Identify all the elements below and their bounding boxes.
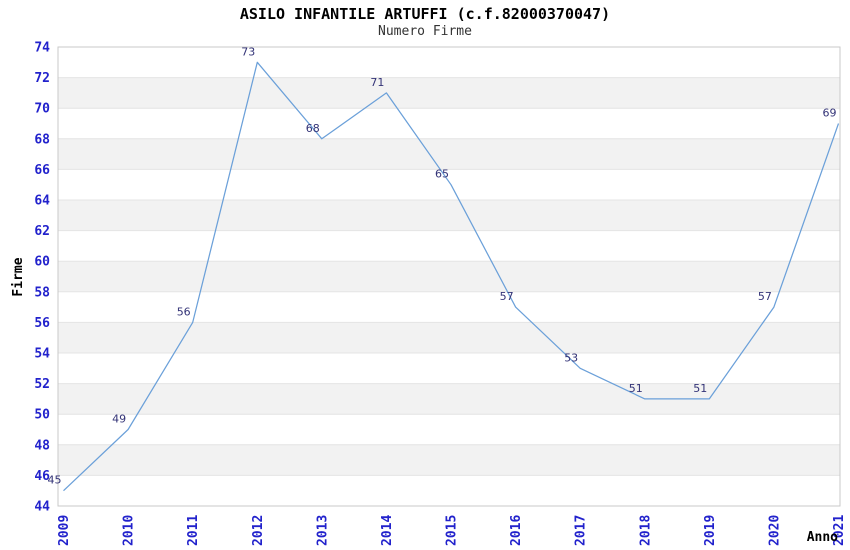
x-tick-label: 2021 — [832, 515, 847, 546]
plot-band — [58, 291, 840, 323]
y-tick-label: 44 — [34, 500, 50, 515]
y-tick-label: 52 — [34, 377, 50, 392]
y-tick-label: 68 — [34, 132, 50, 147]
x-tick-label: 2014 — [380, 515, 395, 546]
plot-band — [58, 77, 840, 109]
x-tick-label: 2013 — [315, 515, 330, 546]
x-tick-label: 2018 — [638, 515, 653, 546]
y-tick-label: 56 — [34, 316, 50, 331]
data-label: 73 — [241, 45, 255, 58]
plot-band — [58, 138, 840, 170]
y-tick-label: 46 — [34, 469, 50, 484]
y-tick-label: 70 — [34, 102, 50, 117]
data-label: 68 — [306, 122, 320, 135]
y-tick-label: 58 — [34, 285, 50, 300]
y-tick-label: 72 — [34, 71, 50, 86]
data-label: 65 — [435, 168, 449, 181]
y-tick-label: 66 — [34, 163, 50, 178]
plot-band — [58, 230, 840, 262]
x-tick-label: 2017 — [574, 515, 589, 546]
data-label: 71 — [370, 76, 384, 89]
data-label: 57 — [758, 290, 772, 303]
x-tick-label: 2019 — [703, 515, 718, 546]
y-axis-title: Firme — [11, 257, 26, 296]
y-tick-label: 48 — [34, 438, 50, 453]
data-label: 51 — [693, 382, 707, 395]
data-label: 49 — [112, 413, 126, 426]
x-tick-label: 2009 — [57, 515, 72, 546]
plot-band — [58, 108, 840, 139]
y-tick-label: 50 — [34, 408, 50, 423]
data-label: 57 — [500, 290, 514, 303]
x-axis-title: Anno — [807, 530, 838, 545]
plot-band — [58, 169, 840, 200]
plot-band — [58, 383, 840, 415]
chart-title: ASILO INFANTILE ARTUFFI (c.f.82000370047… — [239, 5, 611, 23]
data-label: 56 — [177, 305, 191, 318]
chart-subtitle: Numero Firme — [378, 24, 472, 39]
series-line — [63, 61, 840, 492]
plot-frame — [57, 46, 841, 507]
plot-band — [58, 261, 840, 292]
plot-band — [58, 475, 840, 506]
plot-band — [58, 414, 840, 445]
y-tick-label: 60 — [34, 255, 50, 270]
data-label: 53 — [564, 351, 578, 364]
x-tick-label: 2015 — [445, 515, 460, 546]
plot-band — [58, 444, 840, 476]
plot-band — [58, 47, 840, 78]
x-tick-label: 2016 — [509, 515, 524, 546]
data-label: 45 — [48, 474, 62, 487]
x-tick-label: 2010 — [122, 515, 137, 546]
plot-band — [58, 353, 840, 384]
y-tick-label: 54 — [34, 347, 50, 362]
data-label: 51 — [629, 382, 643, 395]
plot-band — [58, 322, 840, 353]
x-tick-label: 2020 — [767, 515, 782, 546]
y-tick-label: 74 — [34, 41, 50, 56]
y-tick-label: 64 — [34, 194, 50, 209]
data-label: 69 — [823, 107, 837, 120]
y-tick-label: 62 — [34, 224, 50, 239]
x-tick-label: 2012 — [251, 515, 266, 546]
plot-band — [58, 200, 840, 231]
x-tick-label: 2011 — [186, 515, 201, 546]
